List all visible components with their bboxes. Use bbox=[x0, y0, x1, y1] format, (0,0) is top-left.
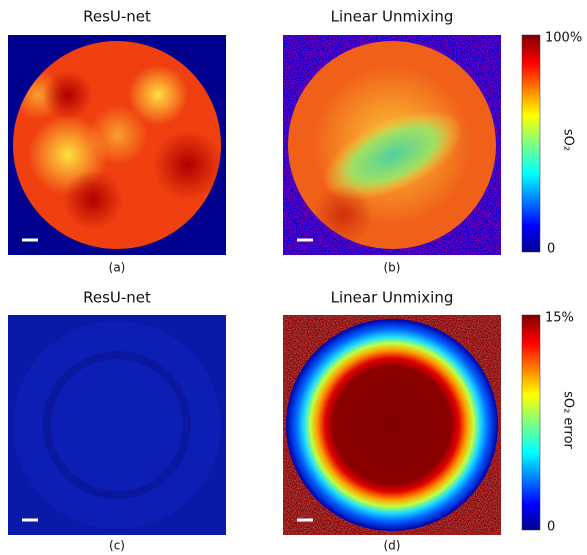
colorbar-label: sO₂ bbox=[561, 129, 576, 151]
panel-title: Linear Unmixing bbox=[331, 8, 454, 26]
panel-title: Linear Unmixing bbox=[331, 289, 454, 307]
panel-title: ResU-net bbox=[83, 8, 151, 26]
panel-caption: (c) bbox=[109, 539, 125, 553]
colorbar bbox=[522, 35, 540, 252]
panel-caption: (d) bbox=[384, 539, 401, 553]
panel-caption: (a) bbox=[109, 261, 126, 275]
image-a bbox=[8, 35, 226, 255]
colorbar-top-label: 15% bbox=[545, 311, 574, 326]
colorbar-bottom-label: 0 bbox=[547, 242, 555, 257]
colorbar-top-label: 100% bbox=[545, 31, 582, 46]
panel-caption: (b) bbox=[384, 261, 401, 275]
image-d bbox=[283, 315, 501, 535]
colorbar-bottom-label: 0 bbox=[547, 520, 555, 535]
colorbar-label: sO₂ error bbox=[561, 391, 576, 449]
image-b bbox=[283, 35, 501, 255]
panel-title: ResU-net bbox=[83, 289, 151, 307]
image-c bbox=[8, 315, 226, 535]
figure: ResU-net (a) Linear Unmixing (b) 100% bbox=[0, 0, 587, 555]
colorbar bbox=[522, 315, 540, 530]
